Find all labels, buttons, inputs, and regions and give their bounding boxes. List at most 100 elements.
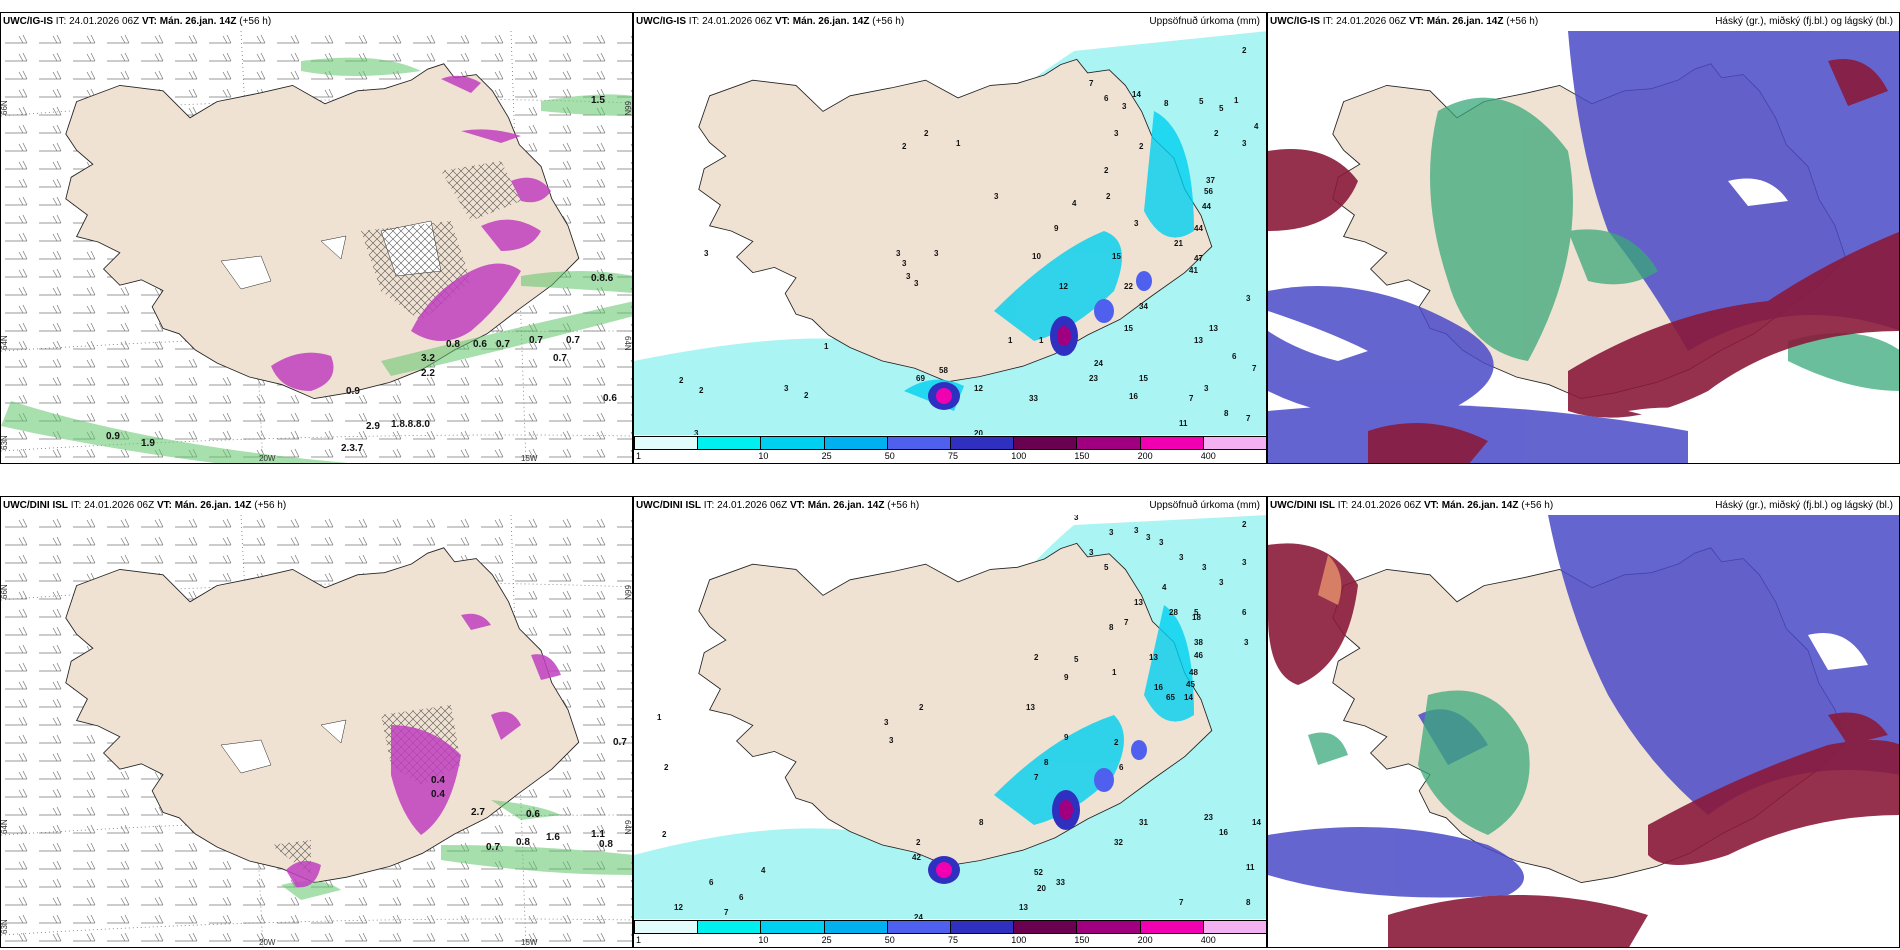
colorbar-tick: 10 — [758, 935, 769, 945]
svg-text:0.7: 0.7 — [613, 737, 627, 748]
svg-text:20: 20 — [1037, 884, 1046, 893]
svg-text:3: 3 — [902, 259, 907, 268]
vt-label: VT: — [1408, 16, 1424, 27]
svg-text:13: 13 — [1134, 598, 1143, 607]
svg-text:13: 13 — [1194, 336, 1203, 345]
svg-text:3: 3 — [1146, 533, 1151, 542]
svg-text:15: 15 — [1124, 324, 1133, 333]
cloud-map — [1268, 31, 1899, 463]
svg-text:3: 3 — [1242, 558, 1247, 567]
svg-text:3: 3 — [914, 279, 919, 288]
it-label: IT: — [1322, 16, 1334, 27]
grid-labels: 66N 64N 63N 20W 15W 66N 64N — [1, 584, 632, 947]
lead-time: (+56 h) — [887, 500, 920, 511]
svg-text:0.9: 0.9 — [106, 431, 120, 442]
svg-text:9: 9 — [1064, 673, 1069, 682]
svg-text:1: 1 — [956, 139, 961, 148]
lead-time: (+56 h) — [239, 16, 272, 27]
model-name: UWC/IG-IS — [1270, 16, 1320, 27]
panel-header: UWC/DINI ISL IT: 24.01.2026 06Z VT: Mán.… — [634, 497, 1266, 515]
svg-text:7: 7 — [1252, 364, 1257, 373]
svg-text:3: 3 — [1242, 139, 1247, 148]
valid-time: Mán. 26.jan. 14Z — [792, 16, 870, 27]
panel-ig-precip: UWC/IG-IS IT: 24.01.2026 06Z VT: Mán. 26… — [633, 12, 1267, 464]
svg-text:0.7: 0.7 — [486, 842, 500, 853]
colorbar-swatch — [634, 920, 699, 934]
svg-text:28: 28 — [1169, 608, 1178, 617]
wind-map: 66N 64N 63N 20W 15W 66N 64N 0.7 0.6 1.1 … — [1, 515, 632, 947]
svg-text:0.4: 0.4 — [431, 789, 445, 800]
svg-text:3: 3 — [1204, 384, 1209, 393]
colorbar-tick: 1 — [636, 935, 642, 945]
colorbar-tick: 75 — [948, 935, 959, 945]
svg-text:6: 6 — [709, 878, 714, 887]
svg-text:15: 15 — [1139, 374, 1148, 383]
svg-text:3: 3 — [1179, 553, 1184, 562]
svg-text:63N: 63N — [1, 435, 9, 450]
colorbar-swatch — [1139, 436, 1204, 450]
svg-text:44: 44 — [1194, 224, 1203, 233]
svg-text:6: 6 — [739, 893, 744, 902]
svg-text:1.8.8.8.0: 1.8.8.8.0 — [391, 419, 430, 430]
colorbar-tick: 75 — [948, 451, 959, 461]
svg-text:3: 3 — [934, 249, 939, 258]
svg-text:2: 2 — [1242, 520, 1247, 529]
colorbar-swatch — [1076, 920, 1141, 934]
precip-magenta — [286, 613, 561, 888]
colorbar-swatch — [697, 436, 762, 450]
colorbar-tick: 200 — [1137, 451, 1153, 461]
svg-text:45: 45 — [1186, 680, 1195, 689]
colorbar: 1 10 25 50 75 100 150 200 400 — [634, 919, 1266, 947]
svg-text:33: 33 — [1056, 878, 1065, 887]
valid-time: Mán. 26.jan. 14Z — [1426, 16, 1504, 27]
svg-text:4: 4 — [1162, 583, 1167, 592]
svg-text:13: 13 — [1209, 324, 1218, 333]
svg-text:7: 7 — [1034, 773, 1039, 782]
svg-text:6: 6 — [1119, 763, 1124, 772]
svg-text:15: 15 — [1112, 252, 1121, 261]
colorbar-swatch — [1202, 436, 1266, 450]
svg-text:2: 2 — [902, 142, 907, 151]
svg-text:0.7: 0.7 — [496, 339, 510, 350]
init-time: 24.01.2026 06Z — [84, 500, 155, 511]
lead-time: (+56 h) — [872, 16, 905, 27]
svg-text:0.7: 0.7 — [553, 353, 567, 364]
svg-text:15W: 15W — [521, 938, 538, 947]
svg-text:16: 16 — [1154, 683, 1163, 692]
panel-ig-clouds: UWC/IG-IS IT: 24.01.2026 06Z VT: Mán. 26… — [1267, 12, 1900, 464]
svg-text:2: 2 — [919, 703, 924, 712]
svg-text:3: 3 — [889, 736, 894, 745]
svg-text:2: 2 — [1214, 129, 1219, 138]
svg-text:69: 69 — [916, 374, 925, 383]
svg-text:1.6: 1.6 — [546, 832, 560, 843]
colorbar-tick: 200 — [1137, 935, 1153, 945]
precip-heavy — [928, 271, 1152, 410]
svg-text:6: 6 — [1242, 608, 1247, 617]
svg-text:2: 2 — [1106, 192, 1111, 201]
init-time: 24.01.2026 06Z — [1351, 500, 1422, 511]
colorbar-swatch — [886, 436, 951, 450]
panel-title: Uppsöfnuð úrkoma (mm) — [1149, 16, 1260, 27]
wind-green-bands — [281, 800, 632, 900]
value-labels: 1.5 0.8.6 0.7 0.7 0.7 0.7 0.8 0.6 0.6 0.… — [106, 95, 617, 454]
cloud-map — [1268, 515, 1899, 947]
svg-text:3: 3 — [1246, 294, 1251, 303]
panel-header: UWC/DINI ISL IT: 24.01.2026 06Z VT: Mán.… — [1268, 497, 1899, 515]
svg-text:0.6: 0.6 — [473, 339, 487, 350]
svg-text:12: 12 — [974, 384, 983, 393]
svg-text:3: 3 — [1114, 129, 1119, 138]
svg-text:8: 8 — [1109, 623, 1114, 632]
vt-label: VT: — [789, 500, 805, 511]
svg-text:11: 11 — [1246, 863, 1255, 872]
svg-text:5: 5 — [1074, 655, 1079, 664]
svg-text:0.8.6: 0.8.6 — [591, 273, 614, 284]
svg-text:5: 5 — [1104, 563, 1109, 572]
svg-text:0.6: 0.6 — [603, 393, 617, 404]
svg-text:0.9: 0.9 — [346, 386, 360, 397]
svg-text:41: 41 — [1189, 266, 1198, 275]
svg-text:7: 7 — [1189, 394, 1194, 403]
svg-text:2.2: 2.2 — [421, 368, 435, 379]
model-name: UWC/DINI ISL — [1270, 500, 1335, 511]
svg-text:2: 2 — [699, 386, 704, 395]
precip-magenta — [271, 75, 551, 391]
